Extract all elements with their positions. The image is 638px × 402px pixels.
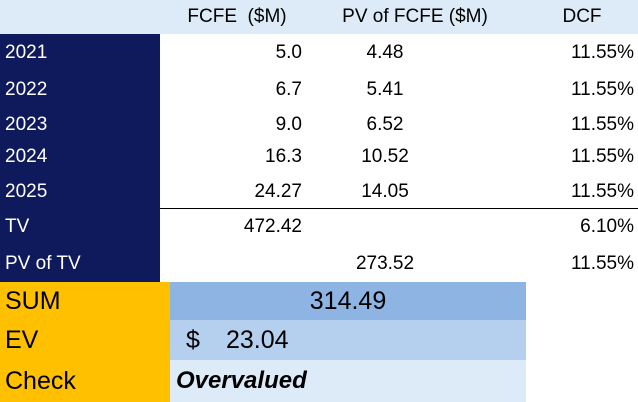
table-row: 2025 24.27 14.05 11.55% bbox=[0, 173, 638, 210]
sum-label-cell[interactable]: SUM bbox=[0, 282, 170, 320]
fcfe-cell[interactable]: 5.0 bbox=[275, 42, 302, 63]
fcfe-cell[interactable]: 24.27 bbox=[254, 181, 302, 202]
pv-fcfe-cell[interactable]: 14.05 bbox=[361, 181, 409, 202]
check-label-cell[interactable]: Check bbox=[0, 360, 170, 402]
dcf-cell[interactable]: 6.10% bbox=[580, 216, 634, 237]
table-row: 2023 9.0 6.52 11.55% bbox=[0, 106, 638, 143]
fcfe-cell[interactable]: 6.7 bbox=[275, 79, 302, 100]
header-dcf[interactable]: DCF bbox=[526, 0, 638, 34]
pv-fcfe-cell[interactable]: 10.52 bbox=[361, 146, 409, 167]
check-value-cell[interactable]: Overvalued bbox=[170, 360, 526, 402]
table-row: 2022 6.7 5.41 11.55% bbox=[0, 71, 638, 108]
row-label-cell[interactable]: TV bbox=[0, 209, 160, 245]
dcf-cell[interactable]: 11.55% bbox=[570, 253, 634, 274]
row-label-cell[interactable]: 2021 bbox=[0, 34, 160, 71]
dcf-cell[interactable]: 11.55% bbox=[570, 181, 634, 202]
fcfe-cell[interactable]: 9.0 bbox=[275, 114, 302, 135]
row-label-cell[interactable]: PV of TV bbox=[0, 245, 160, 282]
table-row: TV 472.42 6.10% bbox=[0, 209, 638, 245]
row-label-cell[interactable]: 2024 bbox=[0, 138, 160, 175]
pv-fcfe-cell[interactable]: 5.41 bbox=[366, 79, 404, 100]
header-pv-fcfe[interactable]: PV of FCFE ($M) bbox=[304, 0, 526, 34]
dcf-cell[interactable]: 11.55% bbox=[570, 114, 634, 135]
header-corner-cell[interactable] bbox=[0, 0, 170, 34]
sum-value-cell[interactable]: 314.49 bbox=[170, 282, 526, 320]
row-divider-line bbox=[160, 208, 638, 209]
dcf-cell[interactable]: 11.55% bbox=[570, 146, 634, 167]
ev-value-cell[interactable]: $23.04 bbox=[170, 320, 526, 360]
fcfe-cell[interactable]: 472.42 bbox=[243, 216, 302, 237]
dcf-cell[interactable]: 11.55% bbox=[570, 42, 634, 63]
dcf-cell[interactable]: 11.55% bbox=[570, 79, 634, 100]
table-row: 2021 5.0 4.48 11.55% bbox=[0, 34, 638, 71]
ev-label-cell[interactable]: EV bbox=[0, 320, 170, 360]
header-fcfe[interactable]: FCFE ($M) bbox=[170, 0, 304, 34]
row-label-cell[interactable]: 2022 bbox=[0, 71, 160, 108]
pv-fcfe-cell[interactable]: 4.48 bbox=[366, 42, 404, 63]
row-label-cell[interactable]: 2025 bbox=[0, 173, 160, 210]
currency-symbol: $ bbox=[186, 326, 200, 354]
row-label-cell[interactable]: 2023 bbox=[0, 106, 160, 143]
pv-fcfe-cell[interactable]: 273.52 bbox=[355, 253, 415, 274]
ev-amount: 23.04 bbox=[226, 326, 289, 354]
pv-fcfe-cell[interactable]: 6.52 bbox=[366, 114, 404, 135]
table-row: PV of TV 273.52 11.55% bbox=[0, 245, 638, 282]
table-row: 2024 16.3 10.52 11.55% bbox=[0, 138, 638, 175]
fcfe-cell[interactable]: 16.3 bbox=[265, 146, 302, 167]
